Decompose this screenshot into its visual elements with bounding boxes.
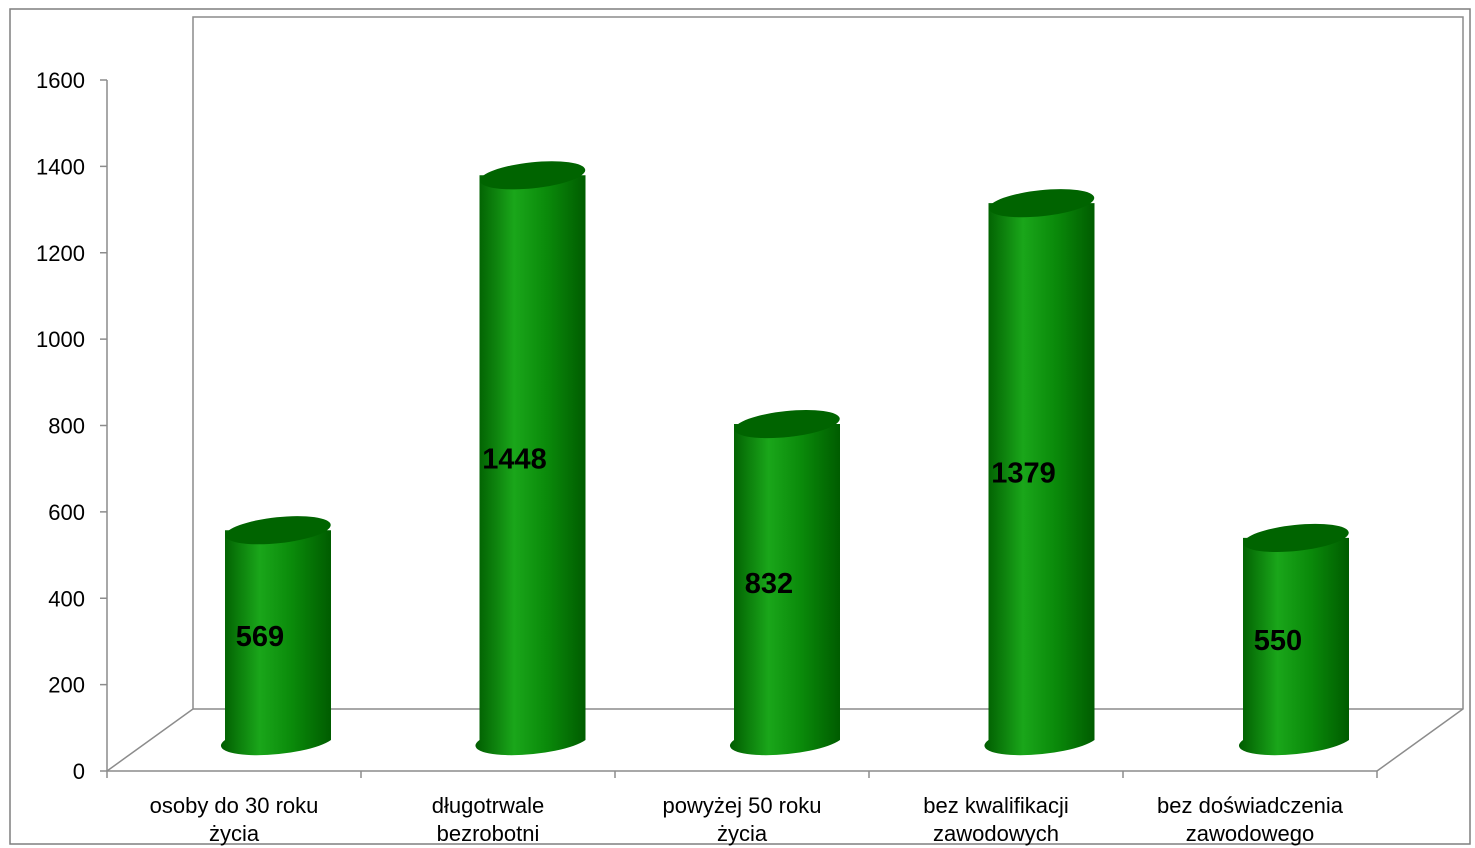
bar-top [734, 409, 840, 439]
x-category-label: bezrobotni [437, 821, 540, 846]
bar: 569 [220, 516, 331, 756]
x-category-label: bez kwalifikacji [923, 793, 1069, 818]
bars: 569 1448 832 1379 550 [220, 161, 1349, 756]
bar-top [225, 516, 331, 545]
y-tick-label: 800 [48, 414, 85, 439]
bar-top [1243, 523, 1349, 552]
x-category-label: zawodowego [1186, 821, 1314, 846]
bar-body [984, 203, 1095, 756]
bar: 832 [729, 409, 840, 756]
y-tick-label: 200 [48, 673, 85, 698]
y-tick-label: 1000 [36, 327, 85, 352]
data-label: 1379 [991, 458, 1056, 490]
x-category-label: życia [717, 821, 768, 846]
bar-top [479, 161, 586, 190]
x-axis: osoby do 30 roku życia długotrwale bezrobot… [106, 770, 1378, 846]
x-category-label: osoby do 30 roku [150, 793, 319, 818]
data-label: 569 [236, 621, 284, 653]
bar: 1448 [475, 161, 586, 756]
bar-body [729, 424, 840, 756]
y-tick-label: 0 [73, 759, 85, 784]
x-category-label: powyżej 50 roku [663, 793, 822, 818]
y-tick-label: 400 [48, 586, 85, 611]
bar-body [1238, 537, 1349, 756]
y-tick-label: 1600 [36, 68, 85, 93]
back-wall [106, 16, 1464, 772]
y-tick-label: 1400 [36, 154, 85, 179]
x-category-label: zawodowych [933, 821, 1059, 846]
data-label: 1448 [482, 444, 547, 476]
data-label: 550 [1254, 625, 1302, 657]
bar: 1379 [984, 189, 1095, 756]
x-category-label: bez doświadczenia [1157, 793, 1344, 818]
bar-top [988, 189, 1095, 218]
bar: 550 [1238, 523, 1349, 756]
x-category-label: długotrwale [432, 793, 545, 818]
y-axis: 0 200 400 600 800 1000 1200 1400 1600 [36, 68, 108, 784]
y-tick-label: 600 [48, 500, 85, 525]
x-category-label: życia [209, 821, 260, 846]
bar-body [475, 175, 586, 756]
chart-outer-frame [9, 8, 1471, 845]
data-label: 832 [745, 568, 793, 600]
y-tick-label: 1200 [36, 241, 85, 266]
bar-body [220, 530, 331, 756]
